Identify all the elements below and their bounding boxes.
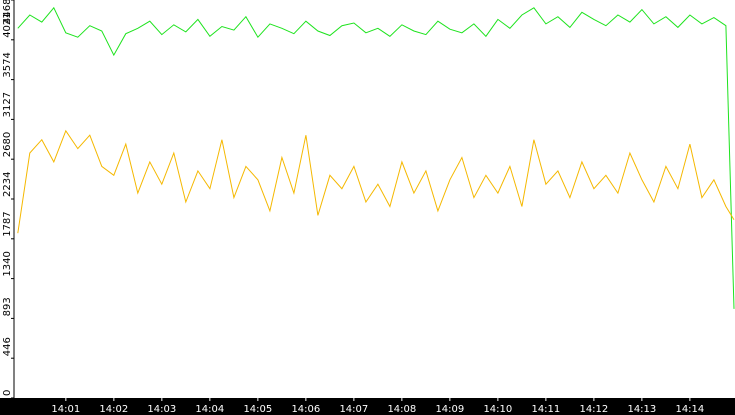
x-tick-label: 14:08 bbox=[387, 404, 416, 415]
y-tick-label: 3127 bbox=[2, 92, 13, 117]
x-tick-label: 14:02 bbox=[99, 404, 128, 415]
x-axis-band bbox=[0, 398, 735, 415]
x-tick-label: 14:06 bbox=[291, 404, 320, 415]
x-tick-label: 14:03 bbox=[147, 404, 176, 415]
x-tick-label: 14:13 bbox=[627, 404, 656, 415]
x-tick-label: 14:14 bbox=[675, 404, 704, 415]
x-tick-label: 14:09 bbox=[435, 404, 464, 415]
x-tick-label: 14:04 bbox=[195, 404, 224, 415]
y-tick-label: 2234 bbox=[2, 172, 13, 197]
y-tick-label: 1340 bbox=[2, 251, 13, 276]
y-tick-label: 3574 bbox=[2, 52, 13, 77]
x-tick-label: 14:05 bbox=[243, 404, 272, 415]
y-tick-label: 893 bbox=[2, 297, 13, 316]
y-tick-label: 0 bbox=[2, 390, 13, 396]
x-tick-label: 14:07 bbox=[339, 404, 368, 415]
series-line bbox=[17, 129, 735, 234]
x-tick-label: 14:12 bbox=[579, 404, 608, 415]
y-tick-label: 446 bbox=[2, 337, 13, 356]
y-tick-label: 4468 bbox=[2, 0, 13, 24]
x-tick-label: 14:10 bbox=[483, 404, 512, 415]
series-line bbox=[17, 6, 735, 309]
y-tick-label: 1787 bbox=[2, 211, 13, 236]
x-tick-label: 14:01 bbox=[51, 404, 80, 415]
y-tick-label: 4021 bbox=[2, 12, 13, 37]
y-tick-label: 2680 bbox=[2, 132, 13, 157]
x-tick-label: 14:11 bbox=[531, 404, 560, 415]
